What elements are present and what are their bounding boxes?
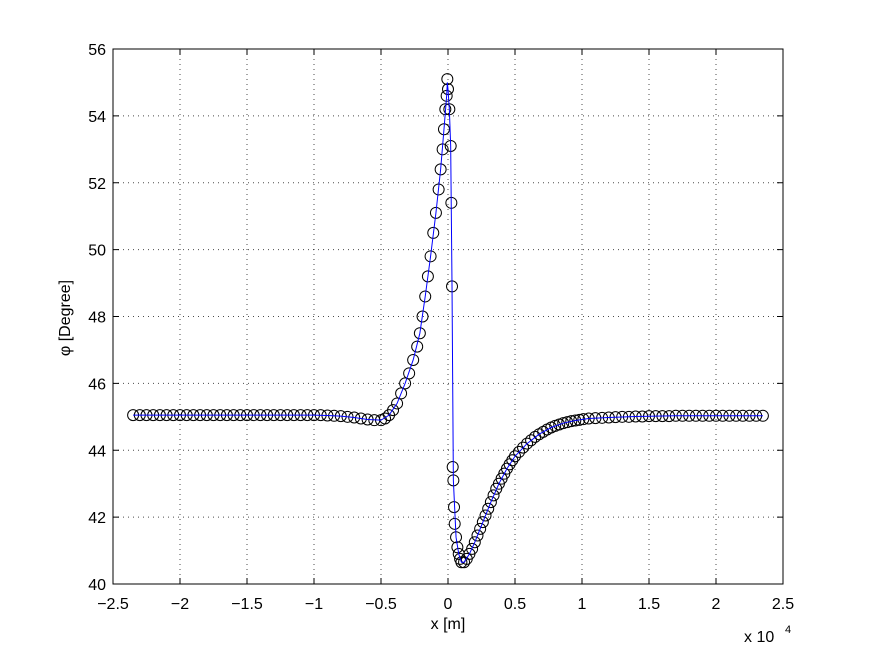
data-point-marker [419, 290, 432, 303]
plot-series [127, 73, 769, 569]
x-tick-label: 0 [444, 596, 453, 613]
x-tick-label: −2.5 [97, 596, 129, 613]
data-point-marker [474, 522, 487, 535]
data-point-marker [573, 413, 586, 426]
data-point-marker [466, 542, 479, 555]
data-point-marker [348, 411, 361, 424]
y-tick-label: 54 [88, 109, 106, 126]
x-tick-labels: −2.5 −2 −1.5 −1 −0.5 0 0.5 1 1.5 2 2.5 [97, 596, 794, 613]
data-point-marker [387, 404, 400, 417]
x-exponent-label: x 10 4 [744, 624, 791, 646]
y-tick-label: 44 [88, 443, 106, 460]
data-point-marker [446, 460, 459, 473]
y-tick-label: 56 [88, 42, 106, 59]
data-point-marker [565, 415, 578, 428]
data-point-marker [484, 496, 497, 509]
data-point-marker [521, 437, 534, 450]
data-point-marker [424, 250, 437, 263]
x-tick-label: 0.5 [504, 596, 526, 613]
y-tick-label: 40 [88, 577, 106, 594]
data-point-marker [403, 367, 416, 380]
y-tick-label: 50 [88, 243, 106, 260]
y-tick-label: 46 [88, 376, 106, 393]
y-axis-label: φ [Degree] [57, 280, 74, 356]
data-point-marker [429, 206, 442, 219]
data-point-marker [391, 397, 404, 410]
data-point-marker [416, 310, 429, 323]
x-tick-label: −0.5 [365, 596, 397, 613]
data-point-marker [482, 502, 495, 515]
data-point-marker [354, 412, 367, 425]
y-tick-label: 48 [88, 310, 106, 327]
data-point-marker [451, 541, 464, 554]
data-point-marker [577, 413, 590, 426]
data-point-marker [513, 445, 526, 458]
data-point-marker [557, 417, 570, 430]
data-point-marker [479, 509, 492, 522]
data-point-marker [341, 410, 354, 423]
data-point-marker [517, 441, 530, 454]
y-tick-labels: 40 42 44 46 48 50 52 54 56 [88, 42, 106, 594]
data-point-marker [569, 414, 582, 427]
x-tick-label: −1.5 [231, 596, 263, 613]
x-exponent-power: 4 [785, 624, 791, 636]
data-point-marker [407, 353, 420, 366]
data-point-marker [506, 454, 519, 467]
data-point-marker [476, 516, 489, 529]
data-point-marker [413, 327, 426, 340]
x-tick-label: 1.5 [638, 596, 660, 613]
data-point-marker [525, 434, 538, 447]
data-point-marker [411, 340, 424, 353]
x-axis-label: x [m] [431, 616, 466, 633]
x-tick-label: 2.5 [772, 596, 794, 613]
x-exponent-base: x 10 [744, 629, 774, 646]
data-point-marker [395, 387, 408, 400]
data-point-marker [471, 529, 484, 542]
data-point-marker [468, 536, 481, 549]
data-point-marker [421, 270, 434, 283]
data-point-marker [379, 412, 392, 425]
x-tick-label: 2 [712, 596, 721, 613]
y-tick-label: 52 [88, 176, 106, 193]
x-tick-label: −1 [305, 596, 323, 613]
data-point-marker [509, 450, 521, 463]
x-tick-label: 1 [578, 596, 587, 613]
x-tick-label: −2 [171, 596, 189, 613]
ticks [112, 48, 784, 585]
data-point-marker [399, 377, 412, 390]
data-point-marker [458, 556, 471, 569]
grid [113, 49, 783, 584]
data-point-marker [561, 416, 574, 429]
y-tick-label: 42 [88, 510, 106, 527]
fit-line [133, 82, 763, 563]
data-point-marker [487, 489, 500, 502]
